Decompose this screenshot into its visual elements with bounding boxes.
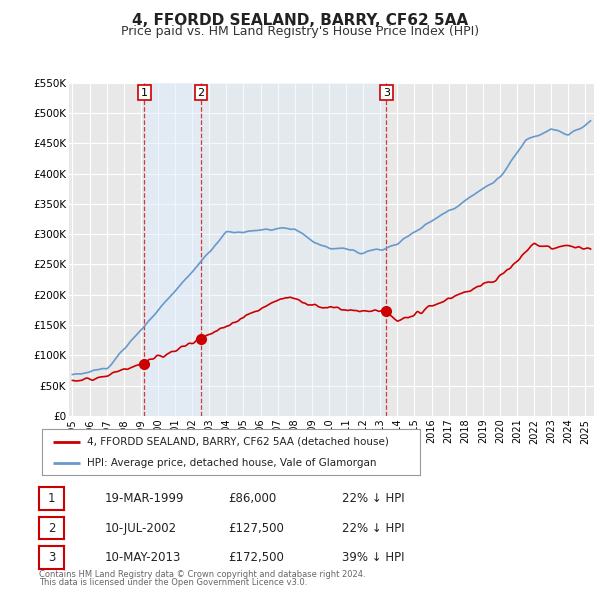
Text: Price paid vs. HM Land Registry's House Price Index (HPI): Price paid vs. HM Land Registry's House … [121,25,479,38]
Text: HPI: Average price, detached house, Vale of Glamorgan: HPI: Average price, detached house, Vale… [88,458,377,468]
Text: 3: 3 [383,87,390,97]
Text: 1: 1 [48,492,55,505]
Text: 4, FFORDD SEALAND, BARRY, CF62 5AA (detached house): 4, FFORDD SEALAND, BARRY, CF62 5AA (deta… [88,437,389,447]
Text: £127,500: £127,500 [228,522,284,535]
Text: Contains HM Land Registry data © Crown copyright and database right 2024.: Contains HM Land Registry data © Crown c… [39,571,365,579]
Bar [201,83,386,416]
Text: 2: 2 [48,522,55,535]
Text: 22% ↓ HPI: 22% ↓ HPI [342,492,404,505]
Text: 10-JUL-2002: 10-JUL-2002 [105,522,177,535]
Text: 22% ↓ HPI: 22% ↓ HPI [342,522,404,535]
Text: £86,000: £86,000 [228,492,276,505]
Text: 10-MAY-2013: 10-MAY-2013 [105,551,181,564]
Text: 4, FFORDD SEALAND, BARRY, CF62 5AA: 4, FFORDD SEALAND, BARRY, CF62 5AA [132,13,468,28]
Text: 3: 3 [48,551,55,564]
Text: £172,500: £172,500 [228,551,284,564]
Bar [145,83,201,416]
Text: 19-MAR-1999: 19-MAR-1999 [105,492,185,505]
Text: 2: 2 [197,87,205,97]
Text: 1: 1 [141,87,148,97]
Text: This data is licensed under the Open Government Licence v3.0.: This data is licensed under the Open Gov… [39,578,307,587]
Text: 39% ↓ HPI: 39% ↓ HPI [342,551,404,564]
